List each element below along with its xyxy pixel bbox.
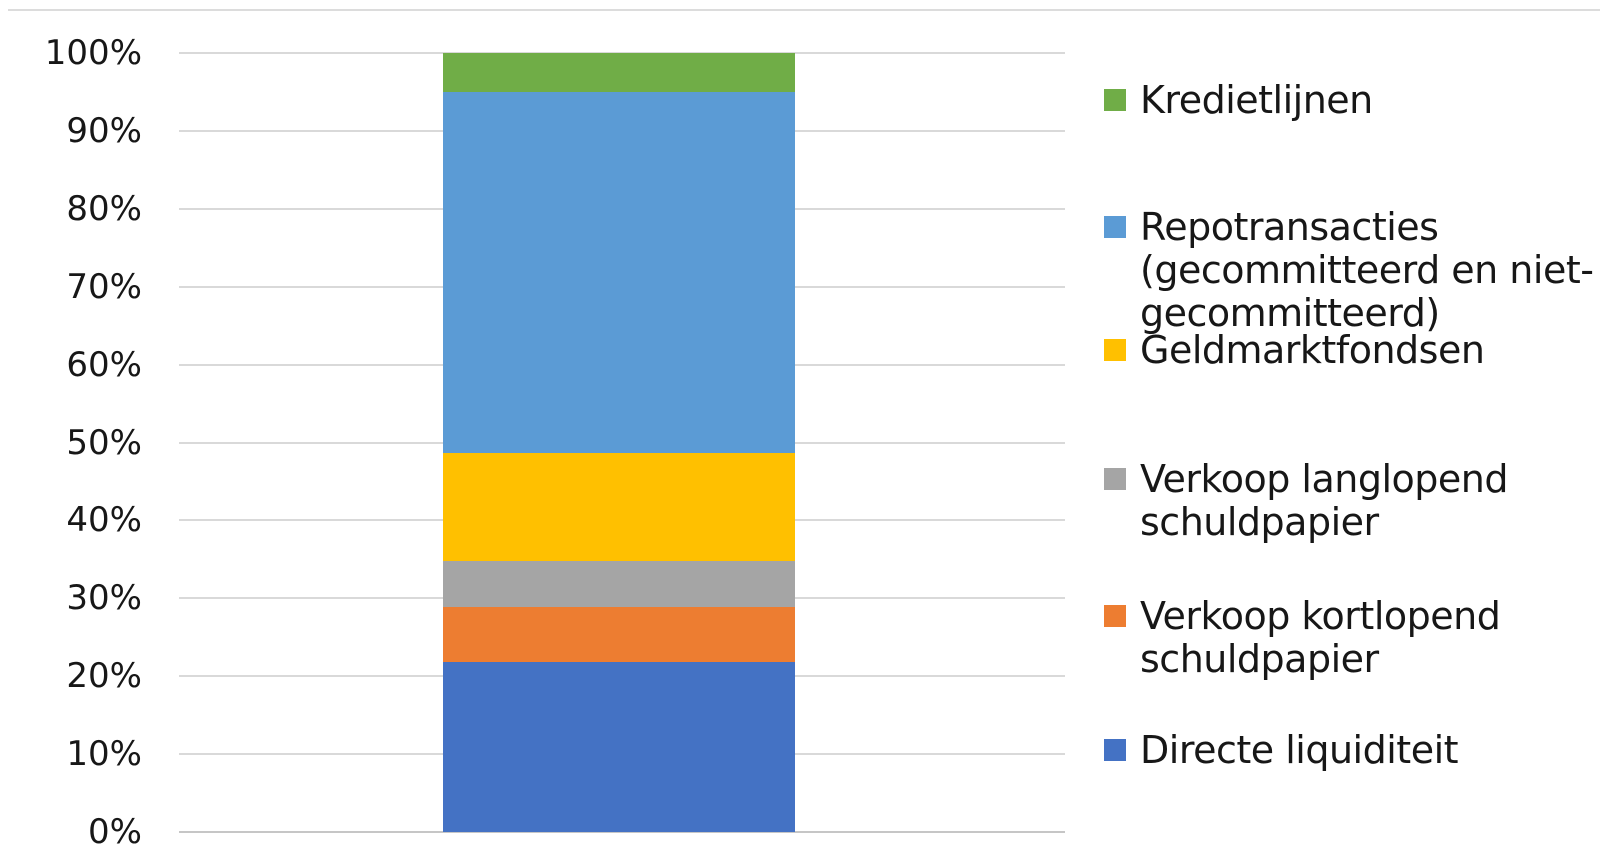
y-axis-tick-label: 40% [66,500,142,541]
legend-swatch-icon [1104,339,1126,361]
legend-item-label: Repotransacties (gecommitteerd en niet- … [1140,205,1594,335]
chart-legend: Kredietlijnen Repotransacties (gecommitte… [1104,0,1600,866]
bar-segment [443,452,795,561]
legend-swatch-icon [1104,739,1126,761]
legend-swatch-icon [1104,89,1126,111]
legend-item-label: Verkoop kortlopend schuldpapier [1140,594,1501,681]
stacked-bar [443,53,795,832]
bar-segment [443,606,795,663]
y-axis-tick-label: 30% [66,578,142,619]
legend-item-label: Kredietlijnen [1140,78,1373,122]
y-axis-tick-label: 0% [88,812,142,852]
legend-item: Verkoop langlopend schuldpapier [1104,458,1508,544]
y-axis-tick-label: 80% [66,188,142,229]
y-axis-tick-label: 50% [66,422,142,463]
legend-item: Geldmarktfondsen [1104,328,1485,372]
bar-segment [443,662,795,832]
legend-item: Kredietlijnen [1104,79,1373,122]
y-axis-tick-label: 90% [66,110,142,151]
legend-swatch-icon [1104,605,1126,627]
legend-item: Directe liquiditeit [1104,728,1459,772]
y-axis-tick-label: 10% [66,734,142,775]
bar-segment [443,560,795,607]
gridline [179,831,1065,833]
legend-swatch-icon [1104,468,1126,490]
bar-segment [443,91,795,453]
page-top-divider [8,9,1600,11]
legend-item: Repotransacties (gecommitteerd en niet- … [1104,205,1594,335]
y-axis-tick-label: 70% [66,266,142,307]
y-axis-tick-label: 60% [66,344,142,385]
legend-item-label: Geldmarktfondsen [1140,328,1485,372]
legend-item: Verkoop kortlopend schuldpapier [1104,594,1501,681]
bar-segment [443,53,795,92]
legend-swatch-icon [1104,216,1126,238]
legend-item-label: Verkoop langlopend schuldpapier [1140,457,1508,544]
y-axis-tick-label: 20% [66,656,142,697]
y-axis-tick-label: 100% [44,33,142,73]
legend-item-label: Directe liquiditeit [1140,728,1459,772]
